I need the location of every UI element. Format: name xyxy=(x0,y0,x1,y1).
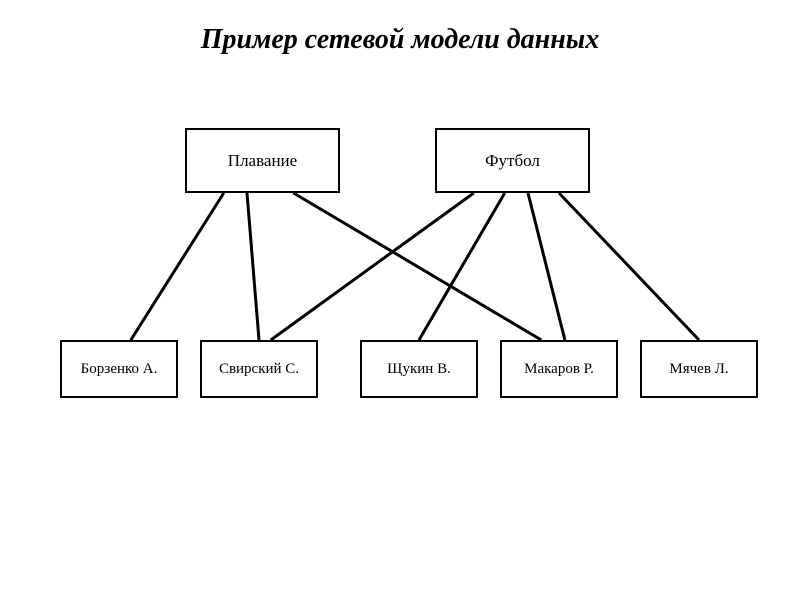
node-label: Свирский С. xyxy=(219,361,299,378)
node-label: Футбол xyxy=(485,151,540,171)
node-borzenko: Борзенко А. xyxy=(60,340,178,398)
edge-football-svirsky xyxy=(271,193,474,340)
node-swimming: Плавание xyxy=(185,128,340,193)
edge-swimming-borzenko xyxy=(131,193,224,340)
node-football: Футбол xyxy=(435,128,590,193)
node-label: Плавание xyxy=(228,151,297,171)
node-schukin: Щукин В. xyxy=(360,340,478,398)
edge-swimming-svirsky xyxy=(247,193,259,340)
node-label: Макаров Р. xyxy=(524,361,594,378)
node-myachev: Мячев Л. xyxy=(640,340,758,398)
edge-football-schukin xyxy=(419,193,505,340)
edge-football-makarov xyxy=(528,193,565,340)
node-makarov: Макаров Р. xyxy=(500,340,618,398)
network-edges xyxy=(0,0,800,600)
node-svirsky: Свирский С. xyxy=(200,340,318,398)
edge-football-myachev xyxy=(559,193,699,340)
page-title: Пример сетевой модели данных xyxy=(0,24,800,56)
node-label: Щукин В. xyxy=(387,361,451,378)
node-label: Мячев Л. xyxy=(669,361,728,378)
node-label: Борзенко А. xyxy=(81,361,158,378)
edge-swimming-makarov xyxy=(294,193,542,340)
